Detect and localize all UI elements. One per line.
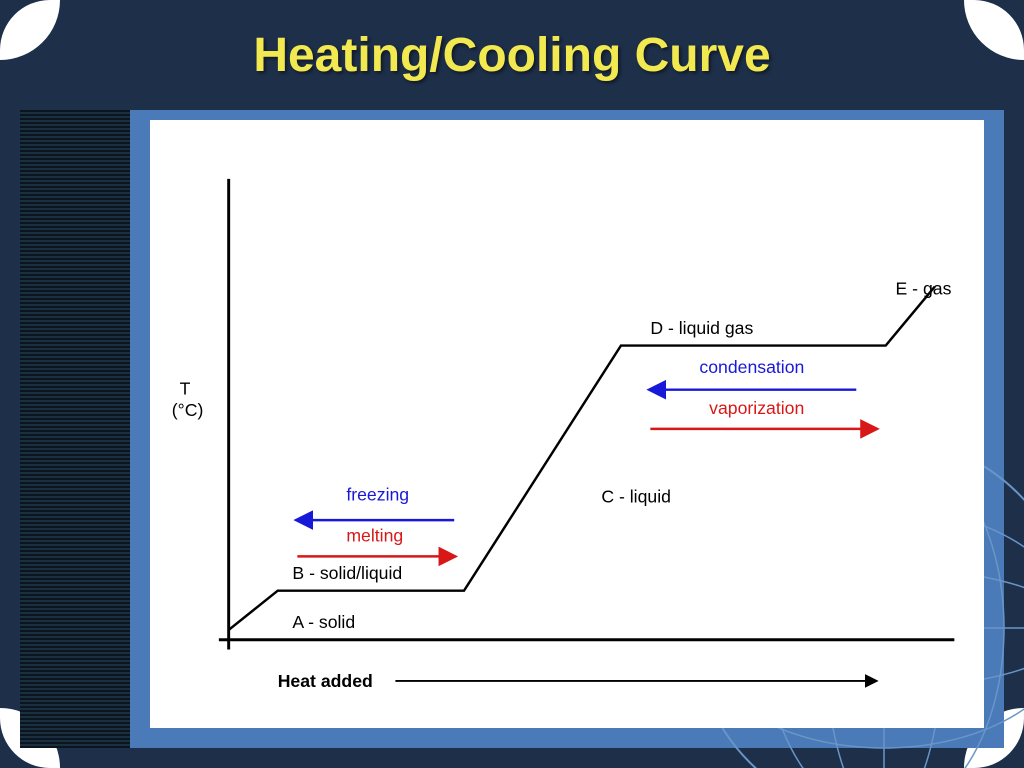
slide-title: Heating/Cooling Curve [253,28,770,83]
phase-label-D: D - liquid gas [650,318,753,338]
y-axis-label-t: T [180,379,191,399]
phase-label-E: E - gas [896,279,952,299]
phase-label-C: C - liquid [601,486,671,506]
slide-frame: Heating/Cooling Curve [0,0,1024,768]
process-label-melting: melting [346,526,403,546]
process-arrows-group: freezing melting condensation vaporization [297,357,876,556]
process-label-condensation: condensation [699,357,804,377]
slide-header: Heating/Cooling Curve [0,0,1024,110]
phase-label-B: B - solid/liquid [292,563,402,583]
x-axis-label: Heat added [278,671,373,691]
content-area: T (°C) Heat added A - solid B - solid/liq… [130,110,1004,748]
process-label-vaporization: vaporization [709,398,804,418]
phase-label-A: A - solid [292,612,355,632]
process-label-freezing: freezing [346,484,409,504]
y-axis-label-unit: (°C) [172,400,204,420]
heating-cooling-curve-chart: T (°C) Heat added A - solid B - solid/liq… [150,120,984,728]
sidebar-stripes [20,110,130,748]
chart-panel: T (°C) Heat added A - solid B - solid/liq… [150,120,984,728]
phase-labels-group: A - solid B - solid/liquid C - liquid D - l… [292,279,951,632]
